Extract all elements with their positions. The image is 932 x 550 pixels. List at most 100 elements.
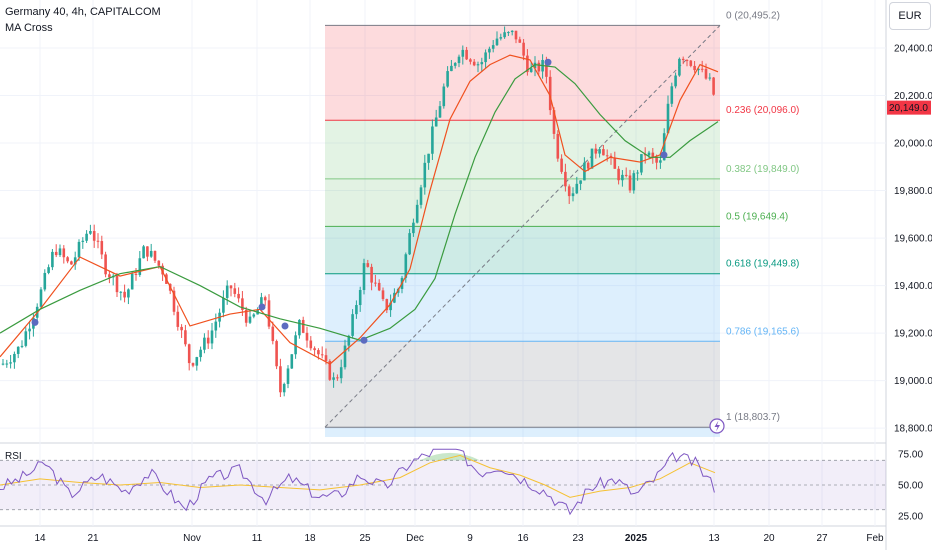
candle-body [305, 332, 309, 341]
candle-body [666, 103, 670, 134]
candle-body [518, 39, 522, 43]
candle-body [172, 290, 176, 312]
candle-body [647, 152, 651, 156]
candle-body [142, 246, 145, 259]
candle-body [617, 168, 620, 181]
candle-body [355, 305, 358, 315]
candle-body [351, 314, 354, 336]
ma-slow-line [0, 64, 719, 341]
last-price-tag [887, 100, 931, 115]
candle-body [187, 344, 191, 364]
candle-body [586, 162, 590, 169]
candle-body [579, 180, 582, 184]
candle-body [613, 157, 617, 169]
rsi-ma-line [0, 454, 716, 498]
fib-level-label: 0 (20,495.2) [726, 10, 780, 21]
candle-body [332, 377, 335, 380]
time-tick-label: 20 [763, 533, 775, 544]
candle-body [567, 186, 571, 197]
candle-body [5, 363, 9, 365]
candle-body [73, 257, 77, 265]
price-tick-label: 20,400.0 [894, 44, 932, 55]
candle-body [628, 175, 632, 191]
candle-body [324, 355, 328, 361]
candle-body [81, 240, 85, 242]
candle-body [222, 297, 225, 313]
candle-body [602, 149, 605, 156]
candle-body [301, 319, 305, 333]
candles [1, 26, 715, 398]
candle-body [514, 30, 518, 40]
candle-body [100, 241, 104, 255]
time-axis[interactable]: 14 21 Nov 11 18 25 Dec 9 16 23 2025 13 20 27 Feb [34, 533, 884, 544]
symbol-title[interactable]: Germany 40, 4h, CAPITALCOM [5, 6, 161, 18]
candle-body [434, 117, 438, 127]
candle-body [191, 363, 195, 366]
candle-body [564, 171, 567, 187]
candle-body [1, 363, 5, 365]
fib-zone-extension [325, 427, 720, 437]
candle-body [237, 293, 240, 299]
currency-button[interactable]: EUR [889, 2, 931, 30]
candle-body [199, 349, 202, 358]
rsi-pane: RSI [0, 448, 886, 516]
candle-body [115, 275, 119, 293]
candle-body [670, 86, 674, 104]
candle-body [476, 64, 480, 66]
candle-body [624, 174, 628, 176]
candle-body [180, 326, 183, 331]
fib-retracement: 0 (20,495.2) 0.236 (20,096.0) 0.382 (19,84… [324, 10, 799, 437]
candle-body [552, 110, 556, 134]
candle-body [282, 383, 286, 393]
candle-body [28, 328, 31, 332]
candle-body [294, 335, 297, 355]
candle-body [700, 68, 704, 70]
cross-marker [31, 318, 39, 326]
candle-body [210, 330, 214, 344]
candle-body [697, 68, 700, 71]
time-tick-label: 14 [34, 533, 46, 544]
candle-body [229, 285, 233, 289]
time-tick-label: 2025 [625, 533, 648, 544]
price-tick-label: 19,400.0 [894, 281, 932, 292]
candle-body [693, 65, 696, 71]
last-price-label: 20,149.0 [889, 103, 928, 114]
candle-body [609, 155, 613, 158]
candle-body [548, 76, 552, 111]
candle-body [685, 60, 689, 62]
candle-body [16, 346, 20, 354]
candle-body [529, 68, 533, 73]
candle-body [225, 285, 229, 298]
candle-body [358, 289, 362, 306]
candle-body [556, 133, 560, 159]
candle-body [58, 248, 62, 256]
price-tick-label: 19,000.0 [894, 376, 932, 387]
candle-body [491, 45, 495, 49]
candle-body [317, 350, 320, 355]
cross-marker [281, 322, 289, 330]
candle-body [575, 183, 579, 194]
candle-body [522, 42, 525, 56]
candle-body [203, 337, 206, 350]
candle-body [130, 273, 134, 290]
candle-body [13, 353, 16, 363]
fib-level-label: 0.236 (20,096.0) [726, 105, 799, 116]
time-tick-label: 11 [252, 533, 263, 544]
price-axis[interactable]: 18,800.0 19,000.0 19,200.0 19,400.0 19,600.0… [887, 44, 932, 523]
candle-body [104, 254, 107, 275]
candle-body [54, 251, 58, 256]
candle-body [480, 62, 484, 65]
candle-body [241, 298, 244, 310]
candle-body [488, 48, 491, 53]
candle-body [457, 56, 461, 64]
candle-body [62, 248, 66, 258]
time-tick-label: 16 [517, 533, 529, 544]
candle-body [438, 106, 442, 118]
indicator-legend[interactable]: MA Cross [5, 22, 53, 34]
candle-body [339, 367, 343, 379]
fib-zone [325, 226, 720, 274]
candle-body [385, 299, 389, 311]
candle-body [290, 354, 294, 369]
candle-body [24, 331, 28, 346]
